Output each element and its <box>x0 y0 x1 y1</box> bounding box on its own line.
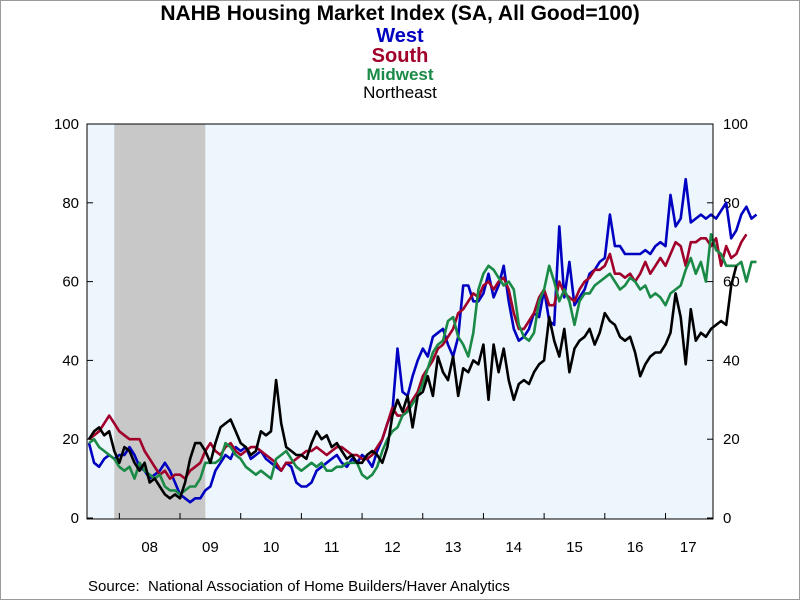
y-tick-label-left: 40 <box>62 352 79 369</box>
y-tick-label-left: 100 <box>54 116 79 133</box>
x-tick-label: 09 <box>202 539 219 556</box>
title-block: NAHB Housing Market Index (SA, All Good=… <box>0 2 800 103</box>
plot-border <box>86 123 714 520</box>
legend-west: West <box>376 25 424 47</box>
y-tick-label-left: 20 <box>62 431 79 448</box>
x-tick-label: 15 <box>566 539 583 556</box>
y-tick-label-left: 80 <box>62 195 79 212</box>
x-tick-label: 10 <box>263 539 280 556</box>
legend-midwest: Midwest <box>366 65 434 84</box>
y-tick-label-left: 0 <box>71 510 79 527</box>
chart-title: NAHB Housing Market Index (SA, All Good=… <box>160 2 640 25</box>
y-tick-label-right: 0 <box>723 510 731 527</box>
y-tick-label-left: 60 <box>62 274 79 291</box>
x-tick-label: 12 <box>384 539 401 556</box>
legend-northeast: Northeast <box>363 83 437 102</box>
x-tick-label: 08 <box>141 539 158 556</box>
x-tick-label: 17 <box>680 539 697 556</box>
x-tick-label: 14 <box>505 539 522 556</box>
x-tick-label: 16 <box>627 539 644 556</box>
source-note: Source: National Association of Home Bui… <box>88 578 510 595</box>
y-tick-label-right: 40 <box>723 352 740 369</box>
y-tick-label-right: 100 <box>723 116 748 133</box>
x-tick-label: 11 <box>324 539 340 556</box>
recession-shading <box>114 124 206 519</box>
legend-south: South <box>371 45 429 67</box>
y-tick-label-right: 20 <box>723 431 740 448</box>
series-line-west <box>87 177 758 504</box>
series-line-northeast <box>87 265 738 500</box>
series-line-midwest <box>88 233 757 496</box>
x-tick-label: 13 <box>445 539 462 556</box>
series-line-south <box>88 233 748 480</box>
